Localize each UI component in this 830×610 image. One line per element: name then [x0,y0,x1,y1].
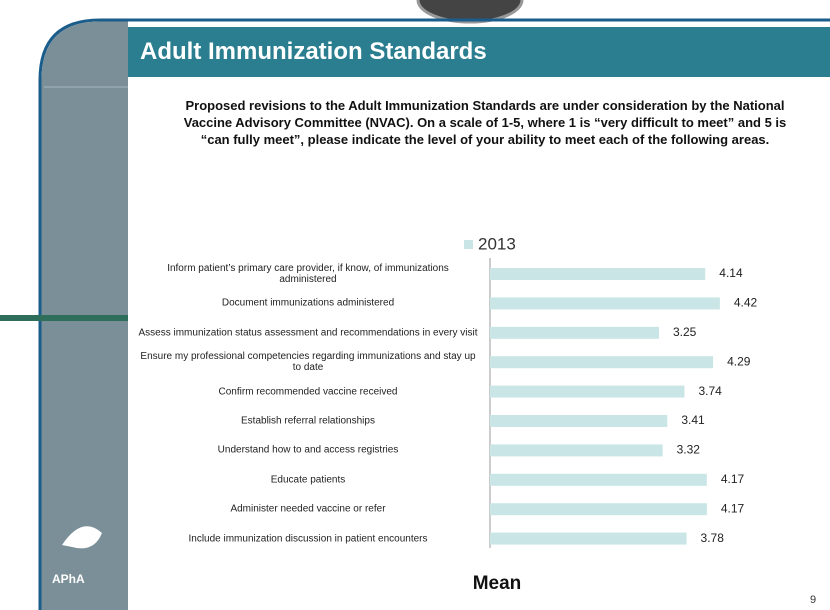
bar [490,503,707,515]
value-label: 4.42 [734,296,758,310]
value-label: 4.17 [721,472,745,486]
value-label: 4.17 [721,501,745,515]
legend-swatch [464,240,473,249]
category-label: Administer needed vaccine or refer [138,504,478,515]
bar [490,327,659,339]
category-label: Confirm recommended vaccine received [138,386,478,397]
bar [490,533,687,545]
category-label: Ensure my professional competencies rega… [138,351,478,373]
value-label: 4.14 [719,266,743,280]
bar [490,474,707,486]
category-label: Document immunizations administered [138,298,478,309]
value-label: 3.41 [681,413,705,427]
category-label: Educate patients [138,474,478,485]
x-axis-label: Mean [473,573,522,594]
bar [490,356,713,368]
category-label: Assess immunization status assessment an… [138,327,478,338]
legend-label: 2013 [478,234,516,253]
slide: Adult Immunization Standards APhA 9 Prop… [0,0,830,610]
value-label: 3.32 [677,443,701,457]
category-label: Include immunization discussion in patie… [138,533,478,544]
bar [490,268,705,280]
bar [490,386,684,398]
bar [490,297,720,309]
category-label: Inform patient’s primary care provider, … [138,263,478,285]
value-label: 3.74 [698,384,722,398]
bar [490,415,667,427]
value-label: 3.78 [701,531,725,545]
bar [490,444,663,456]
category-label: Understand how to and access registries [138,445,478,456]
value-label: 4.29 [727,354,751,368]
value-label: 3.25 [673,325,697,339]
category-label: Establish referral relationships [138,416,478,427]
